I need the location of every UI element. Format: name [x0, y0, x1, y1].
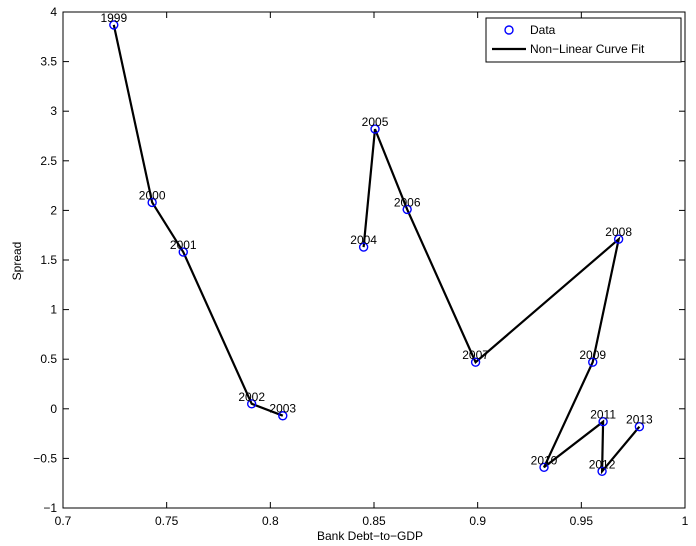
y-tick-label: 1.5	[40, 253, 57, 267]
data-point-2003	[278, 411, 288, 421]
y-tick-label: 0.5	[40, 352, 57, 366]
x-tick-label: 0.75	[155, 514, 179, 528]
y-tick-label: −1	[43, 501, 57, 515]
point-label-1999: 1999	[100, 11, 127, 25]
x-tick-label: 0.9	[469, 514, 486, 528]
data-point-2005	[370, 124, 380, 134]
point-labels: 1999 2000 2001 2002 2003 2004 2005 2006 2007 2008…	[100, 11, 653, 471]
data-point-2010	[539, 462, 549, 473]
plot-area	[62, 11, 686, 509]
data-point-2002	[246, 399, 257, 409]
point-label-2005: 2005	[362, 115, 389, 129]
y-axis-label: Spread	[10, 242, 24, 281]
x-tick-label: 0.85	[362, 514, 386, 528]
data-point-2007	[470, 357, 481, 367]
point-label-2004: 2004	[350, 233, 377, 247]
point-label-2003: 2003	[269, 402, 296, 416]
legend-label-data: Data	[530, 23, 556, 37]
point-label-2010: 2010	[531, 453, 558, 467]
data-point-2011	[598, 416, 608, 427]
data-point-2009	[588, 357, 598, 367]
x-tick-label: 1	[682, 514, 689, 528]
point-label-2009: 2009	[579, 348, 606, 362]
y-tick-label: 0	[50, 402, 57, 416]
legend-marker-data	[504, 25, 514, 35]
point-label-2001: 2001	[170, 238, 197, 252]
point-label-2008: 2008	[605, 225, 632, 239]
y-tick-label: 2	[50, 203, 57, 217]
point-label-2012: 2012	[589, 457, 616, 471]
data-point-1999	[109, 20, 119, 30]
fit-line-segment	[362, 128, 641, 475]
x-tick-label: 0.7	[55, 514, 72, 528]
x-tick-label: 0.95	[570, 514, 594, 528]
data-point-2001	[178, 247, 188, 257]
fit-line-segment	[112, 24, 284, 417]
data-markers	[109, 20, 645, 476]
legend: Data Non−Linear Curve Fit	[485, 17, 682, 63]
point-label-2002: 2002	[238, 390, 265, 404]
y-tick-label: 1	[50, 303, 57, 317]
point-label-2013: 2013	[626, 413, 653, 427]
legend-label-fit: Non−Linear Curve Fit	[530, 42, 645, 56]
y-tick-label: 3	[50, 104, 57, 118]
point-label-2011: 2011	[590, 408, 616, 422]
legend-box	[485, 17, 682, 63]
x-tick-label: 0.8	[262, 514, 279, 528]
axes: 0.7 0.75 0.8 0.85 0.9 0.95 1 −1 −0.5 0 0.5 1 1.5 2 2.5…	[33, 5, 688, 528]
point-label-2007: 2007	[462, 348, 489, 362]
y-tick-label: 3.5	[40, 55, 57, 69]
data-point-2013	[634, 421, 645, 432]
x-axis-label: Bank Debt−to−GDP	[317, 529, 423, 543]
y-tick-label: 2.5	[40, 154, 57, 168]
y-tick-label: 4	[50, 5, 57, 19]
data-point-2004	[358, 242, 369, 252]
data-point-2008	[613, 234, 624, 244]
data-point-2012	[597, 466, 607, 476]
point-label-2000: 2000	[139, 188, 166, 202]
plot-frame	[62, 11, 686, 509]
y-tick-label: −0.5	[33, 451, 57, 465]
data-point-2006	[402, 204, 412, 215]
point-label-2006: 2006	[394, 195, 421, 209]
data-point-2000	[147, 197, 157, 208]
curve-fit-line	[112, 24, 641, 475]
